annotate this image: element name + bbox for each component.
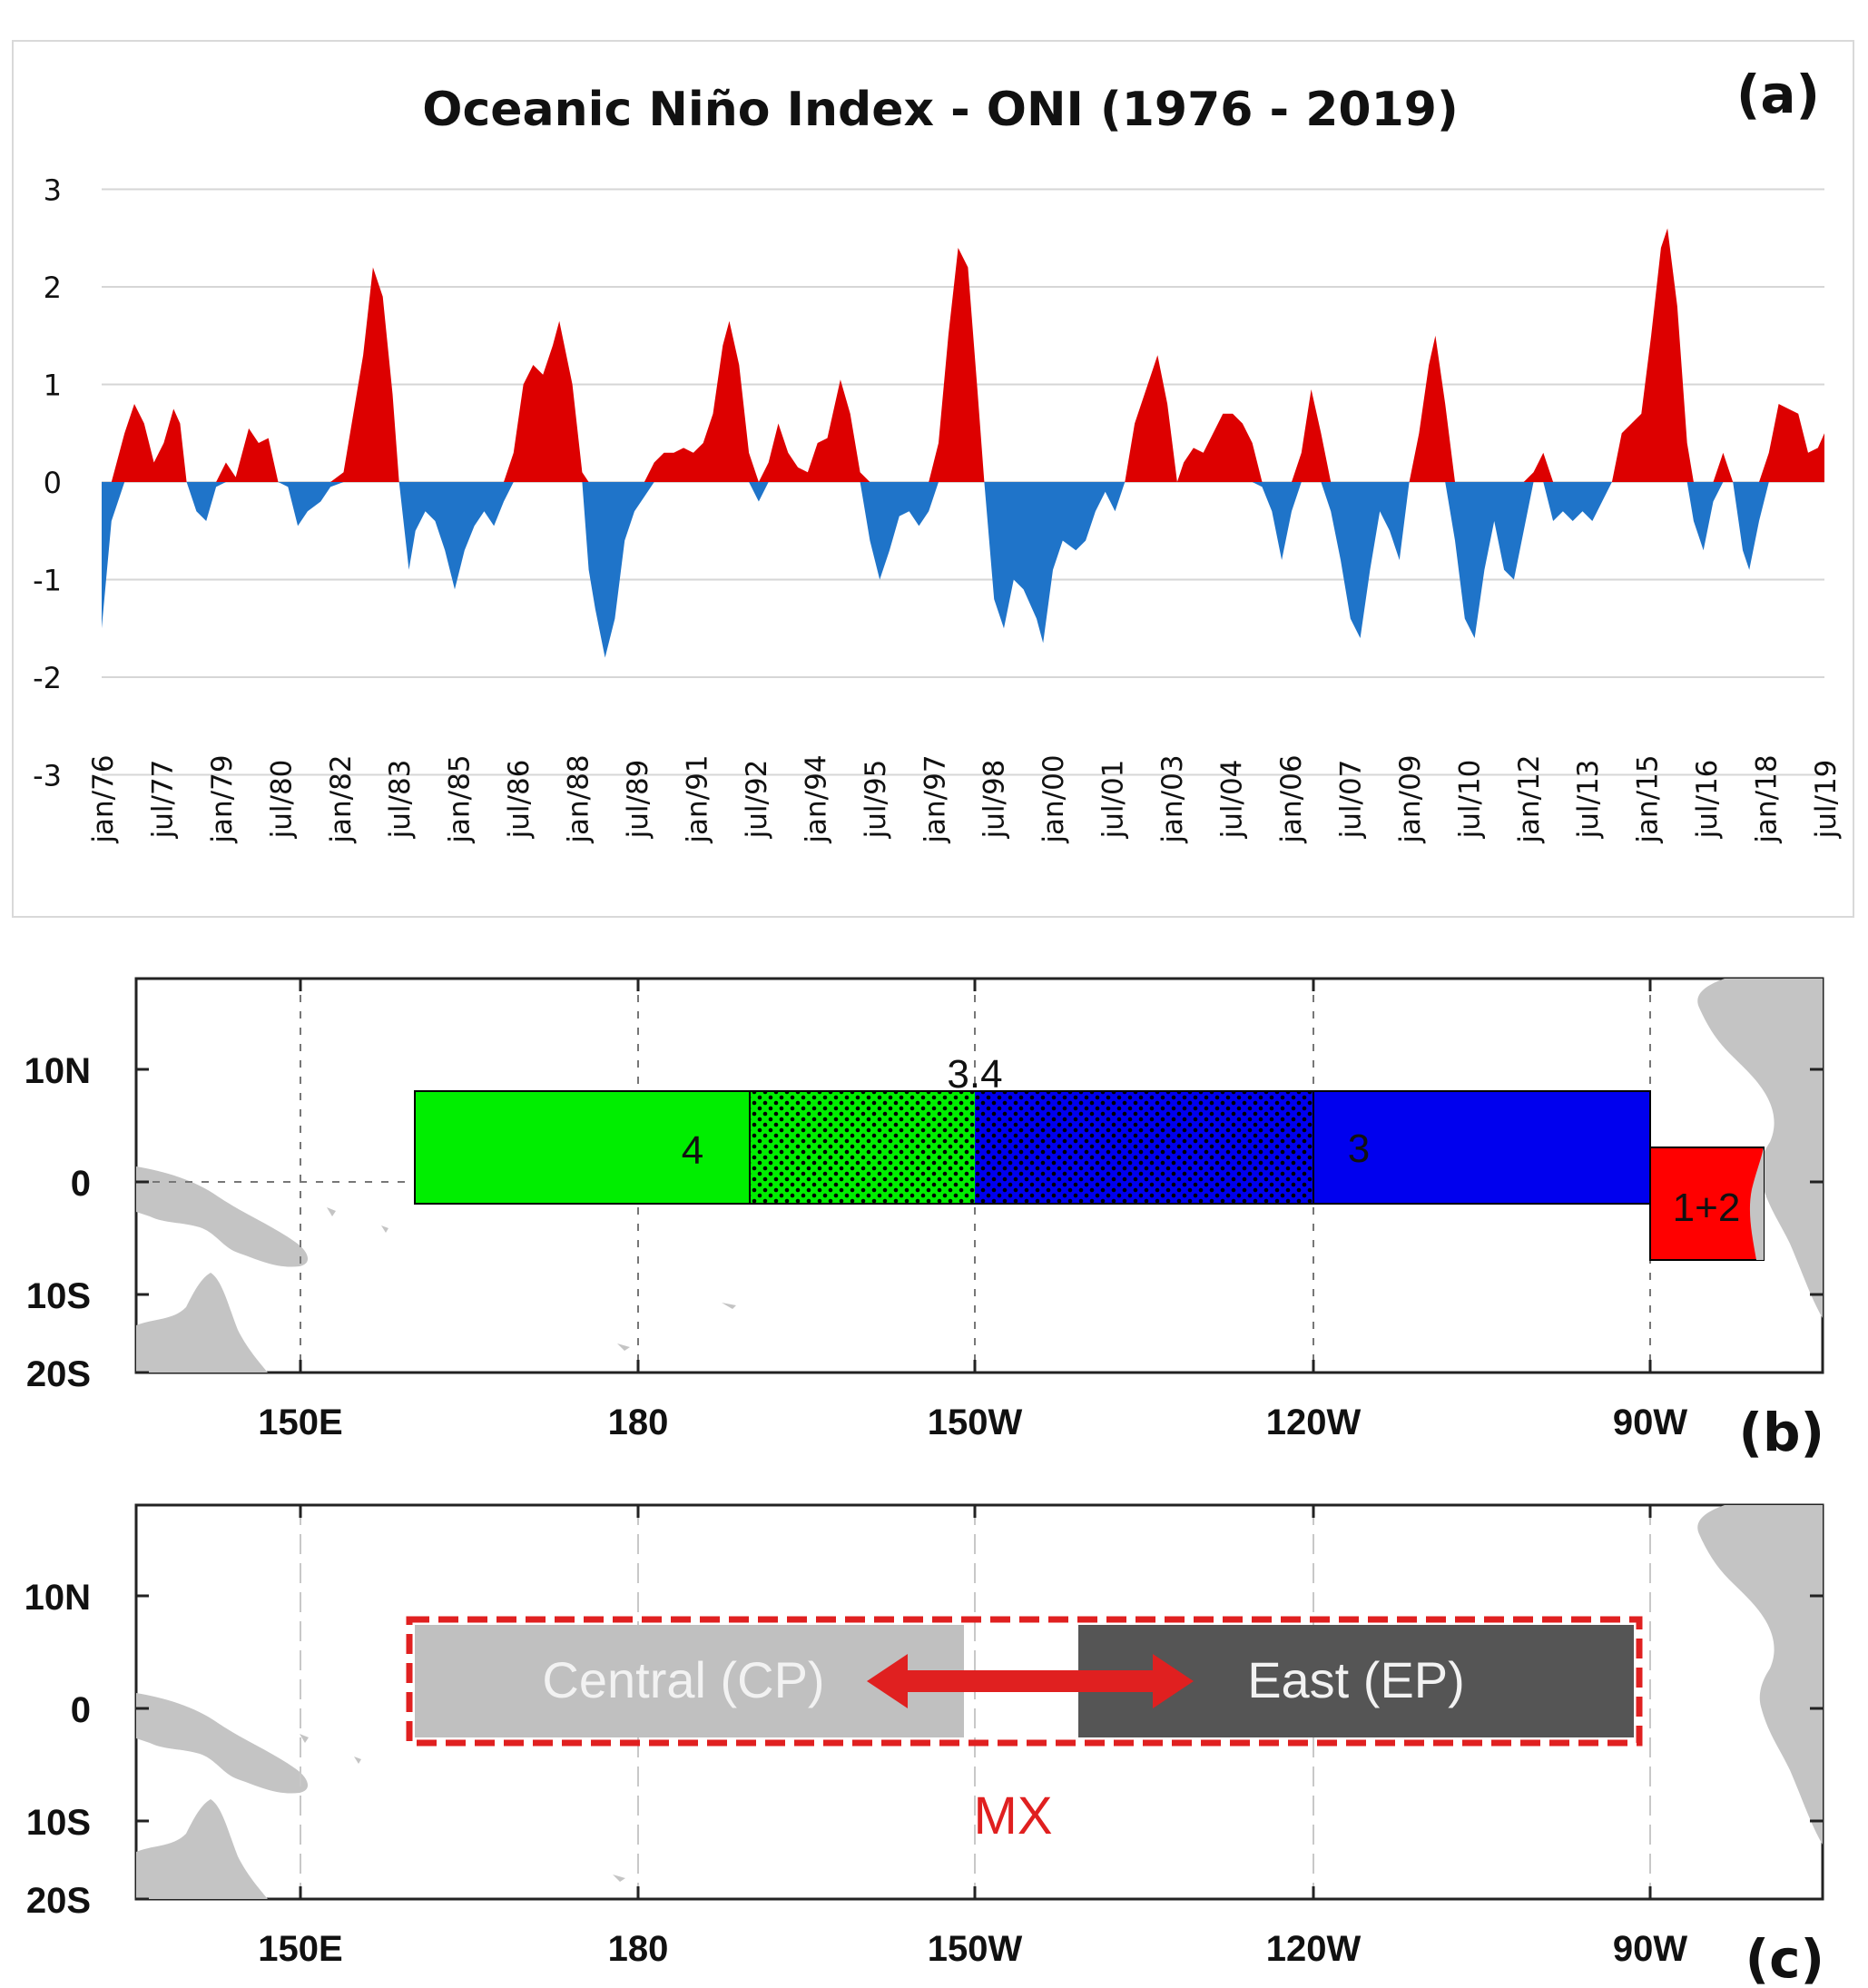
mx-label: MX [974, 1786, 1053, 1845]
americas-land-c [1697, 1505, 1823, 1845]
latitude-tick-label: 20S [26, 1881, 91, 1921]
x-tick-label: jan/97 [919, 754, 951, 843]
central-cp-label: Central (CP) [542, 1651, 824, 1708]
y-tick-labels: 3 2 1 0 -1 -2 -3 [33, 173, 62, 793]
x-tick-label: jul/16 [1691, 760, 1724, 840]
longitude-tick-label: 180 [608, 1402, 669, 1442]
x-tick-label: jan/88 [563, 754, 595, 843]
double-arrow [867, 1654, 1194, 1708]
x-tick-label: jan/06 [1275, 754, 1308, 843]
x-tick-label: jan/76 [87, 754, 120, 843]
x-tick-label: jan/18 [1751, 754, 1784, 843]
x-tick-label: jul/92 [741, 760, 773, 840]
latitude-tick-label: 20S [26, 1354, 91, 1394]
x-tick-label: jul/10 [1453, 760, 1486, 840]
nino3-label: 3 [1348, 1127, 1370, 1171]
latitude-tick-label: 0 [71, 1164, 91, 1204]
east-ep-label: East (EP) [1247, 1651, 1465, 1708]
nino4-region-solid [414, 1090, 751, 1205]
y-tick-label: -1 [33, 564, 62, 598]
longitude-tick-label: 90W [1613, 1402, 1687, 1442]
longitude-tick-label: 150W [928, 1402, 1023, 1442]
x-tick-label: jul/13 [1572, 760, 1605, 840]
x-tick-label: jan/82 [325, 754, 358, 843]
x-tick-label: jul/04 [1216, 760, 1249, 840]
nino3-region-solid [1313, 1090, 1651, 1205]
panel-label-a: (a) [1736, 64, 1820, 125]
x-tick-label: jan/91 [682, 754, 714, 843]
oni-chart: Oceanic Niño Index - ONI (1976 - 2019) (… [12, 40, 1854, 918]
x-tick-label: jan/03 [1156, 754, 1189, 843]
x-tick-label: jan/09 [1394, 754, 1427, 843]
map-axis-ticks-c: 10N 0 10S 20S 150E 180 150W 120W 90W [25, 1505, 1823, 1969]
panel-label-b: (b) [1738, 1402, 1824, 1463]
x-tick-label: jan/85 [444, 754, 477, 843]
x-tick-label: jul/95 [860, 760, 892, 840]
map-axis-ticks-b: 10N 0 10S 20S 150E 180 150W 120W 90W [25, 979, 1823, 1442]
x-tick-labels: jan/76 jul/77 jan/79 jul/80 jan/82 jul/83 jan/… [87, 754, 1843, 843]
x-tick-label: jul/86 [503, 760, 536, 840]
australia-land-c [136, 1799, 268, 1899]
land-masses-b [136, 979, 1823, 1373]
x-tick-label: jul/98 [978, 760, 1011, 840]
x-tick-label: jul/83 [384, 760, 417, 840]
latitude-tick-label: 10S [26, 1803, 91, 1843]
nino12-label: 1+2 [1673, 1186, 1741, 1230]
x-tick-label: jan/15 [1632, 754, 1665, 843]
x-tick-label: jan/12 [1513, 754, 1546, 843]
nino12-region [1649, 1147, 1765, 1261]
y-tick-label: -3 [33, 759, 62, 793]
longitude-tick-label: 150W [928, 1929, 1023, 1969]
longitude-tick-label: 150E [258, 1402, 342, 1442]
positive-oni-area [102, 228, 1824, 482]
x-tick-label: jul/77 [146, 760, 179, 840]
y-tick-label: 2 [44, 271, 62, 305]
australia-land [136, 1273, 268, 1373]
x-tick-label: jul/07 [1334, 760, 1367, 840]
y-tick-label: -2 [33, 661, 62, 695]
latitude-tick-label: 0 [71, 1690, 91, 1730]
longitude-tick-label: 120W [1266, 1402, 1362, 1442]
latitude-tick-label: 10N [25, 1051, 91, 1091]
longitude-tick-label: 180 [608, 1929, 669, 1969]
x-tick-label: jul/19 [1810, 760, 1843, 840]
land-masses-c [136, 1505, 1823, 1899]
x-tick-label: jul/80 [265, 760, 298, 840]
x-tick-label: jan/00 [1037, 754, 1070, 843]
longitude-tick-label: 90W [1613, 1929, 1687, 1969]
y-tick-label: 0 [44, 466, 62, 500]
x-tick-label: jan/94 [800, 754, 832, 843]
longitude-tick-label: 150E [258, 1929, 342, 1969]
longitude-tick-label: 120W [1266, 1929, 1362, 1969]
latitude-tick-label: 10S [26, 1276, 91, 1316]
panel-label-c: (c) [1745, 1928, 1824, 1988]
new-guinea-land [136, 1166, 309, 1267]
chart-title: Oceanic Niño Index - ONI (1976 - 2019) [422, 83, 1459, 137]
nino34-label: 3.4 [947, 1052, 1002, 1097]
new-guinea-land-c [136, 1693, 309, 1794]
americas-land [1697, 979, 1823, 1318]
coast-overlap-12 [1749, 1147, 1764, 1260]
map-gridlines-c [300, 1505, 1651, 1899]
y-tick-label: 3 [44, 173, 62, 208]
x-tick-label: jul/01 [1097, 760, 1130, 840]
latitude-tick-label: 10N [25, 1578, 91, 1618]
x-tick-label: jul/89 [622, 760, 654, 840]
nino4-label: 4 [682, 1128, 703, 1173]
mx-dashed-box [406, 1616, 1643, 1747]
nino34-dotted-region [749, 1090, 1314, 1205]
x-tick-label: jan/79 [206, 754, 239, 843]
y-tick-label: 1 [44, 369, 62, 403]
negative-oni-area [102, 482, 1824, 658]
